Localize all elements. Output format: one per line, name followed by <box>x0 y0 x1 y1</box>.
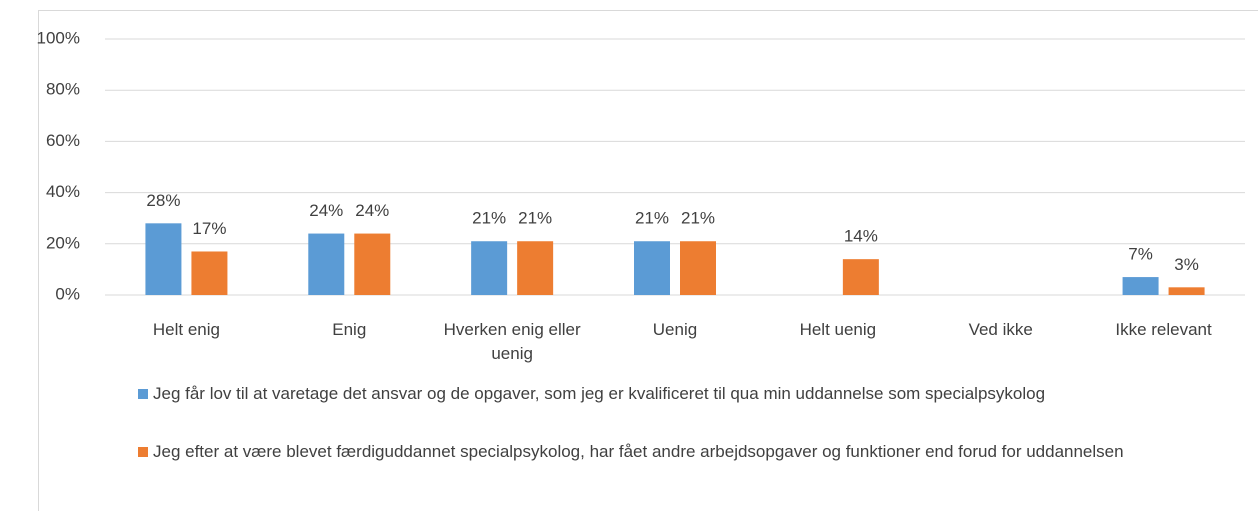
legend-item: Jeg får lov til at varetage det ansvar o… <box>138 380 1213 407</box>
bar <box>1122 277 1159 295</box>
y-tick-label: 20% <box>46 233 80 252</box>
bar <box>191 251 228 295</box>
bar <box>471 241 508 295</box>
bar <box>1168 287 1205 295</box>
x-tick-label: Helt enig <box>152 320 220 339</box>
x-tick-label: Hverken enig eller uenig <box>443 320 581 363</box>
data-label: 21% <box>518 209 552 228</box>
bar <box>680 241 716 295</box>
data-label: 17% <box>192 219 226 238</box>
x-tick-label: Enig <box>332 320 367 339</box>
legend-item: Jeg efter at være blevet færdiguddannet … <box>138 438 1213 465</box>
data-label: 21% <box>681 209 715 228</box>
data-label: 7% <box>1128 245 1153 264</box>
data-label: 14% <box>844 227 878 246</box>
x-tick-label: Ved ikke <box>968 320 1033 339</box>
legend-swatch <box>138 389 148 399</box>
bar <box>308 233 345 295</box>
legend-label: Jeg får lov til at varetage det ansvar o… <box>153 384 1046 403</box>
y-tick-label: 0% <box>55 284 80 303</box>
y-tick-label: 80% <box>46 80 80 99</box>
bar <box>842 259 879 295</box>
x-tick-label: Ikke relevant <box>1115 320 1212 339</box>
data-label: 3% <box>1174 255 1199 274</box>
y-tick-label: 40% <box>46 182 80 201</box>
legend-swatch <box>138 447 148 457</box>
chart-border <box>38 10 1258 511</box>
data-label: 21% <box>472 209 506 228</box>
bar <box>145 223 182 295</box>
data-label: 24% <box>309 201 343 220</box>
x-tick-label: Uenig <box>652 320 698 339</box>
bar <box>517 241 554 295</box>
bar <box>354 233 391 295</box>
bar <box>634 241 670 295</box>
y-tick-label: 100% <box>37 28 80 47</box>
y-tick-label: 60% <box>46 131 80 150</box>
data-label: 24% <box>355 201 389 220</box>
legend-label: Jeg efter at være blevet færdiguddannet … <box>153 442 1124 461</box>
data-label: 21% <box>635 209 669 228</box>
data-label: 28% <box>146 191 180 210</box>
x-tick-label: Helt uenig <box>799 320 877 339</box>
